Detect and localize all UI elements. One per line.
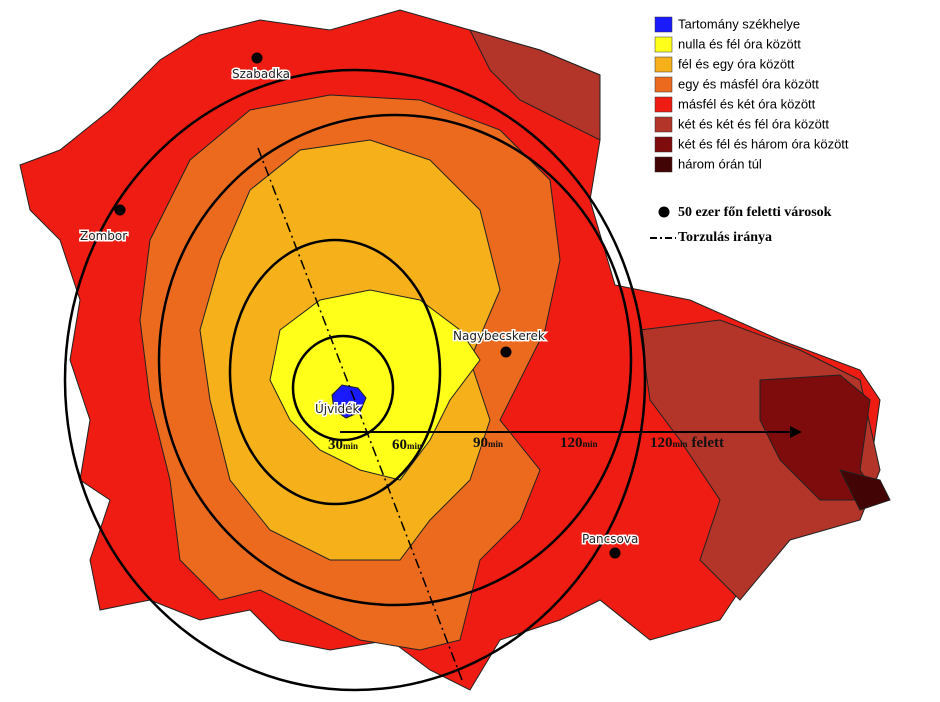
- ring-number: 120: [650, 435, 673, 451]
- legend-city-symbol: [658, 206, 670, 218]
- distortion-direction: [257, 147, 463, 681]
- legend-label: három órán túl: [678, 156, 762, 171]
- isochrone-ring: [157, 113, 633, 607]
- legend-symbol-label: 50 ezer főn feletti városok: [678, 205, 832, 220]
- ring-label: 120min felett: [650, 435, 724, 451]
- ring-label: 60min: [392, 437, 422, 453]
- map-overlay: 30min 60min 90min 120min 120min felettSzabadk…: [63, 52, 802, 692]
- legend-label: másfél és két óra között: [678, 96, 816, 111]
- city-label: Újvidék: [315, 401, 360, 416]
- ring-unit: min: [583, 439, 598, 449]
- legend: Tartomány székhelye nulla és fél óra közö…: [650, 16, 849, 245]
- legend-swatch: [654, 16, 673, 33]
- legend-swatch: [654, 136, 673, 153]
- city-label: Nagybecskerek: [453, 329, 545, 343]
- legend-label: egy és másfél óra között: [678, 76, 819, 91]
- isochrone-ring: [228, 238, 442, 506]
- city-dot: [500, 346, 512, 358]
- ring-label: 120min: [560, 435, 598, 451]
- legend-swatch: [654, 36, 673, 53]
- legend-symbol-label: Torzulás iránya: [678, 230, 772, 245]
- ring-number: 30: [328, 437, 343, 453]
- legend-swatch: [654, 56, 673, 73]
- ring-label: 30min: [328, 437, 358, 453]
- legend-label: két és fél és három óra között: [678, 136, 849, 151]
- city-label: Szabadka: [232, 67, 290, 81]
- ring-label: 90min: [473, 435, 503, 451]
- ring-unit: min: [343, 441, 358, 451]
- zone: [469, 29, 601, 141]
- ring-unit: min: [407, 441, 422, 451]
- city-dot: [251, 52, 263, 64]
- legend-label: fél és egy óra között: [678, 56, 795, 71]
- arrow-head: [790, 426, 802, 438]
- legend-swatch: [654, 116, 673, 133]
- zone: [839, 469, 891, 511]
- city-dot: [114, 204, 126, 216]
- legend-swatch: [654, 76, 673, 93]
- ring-unit: min: [673, 439, 688, 449]
- ring-number: 120: [560, 435, 583, 451]
- city-dot: [609, 547, 621, 559]
- ring-suffix: felett: [692, 435, 724, 451]
- zone: [331, 384, 367, 419]
- ring-number: 60: [392, 437, 407, 453]
- legend-label: nulla és fél óra között: [678, 36, 801, 51]
- ring-number: 90: [473, 435, 488, 451]
- city-label: Pancsova: [582, 532, 638, 546]
- legend-label: két és két és fél óra között: [678, 116, 829, 131]
- ring-unit: min: [488, 439, 503, 449]
- legend-label: Tartomány székhelye: [678, 16, 800, 31]
- legend-swatch: [654, 96, 673, 113]
- isochrone-ring: [291, 334, 395, 442]
- city-label: Zombor: [80, 229, 127, 243]
- isochrone-ring: [63, 68, 647, 692]
- legend-swatch: [654, 156, 673, 173]
- map-zones: [19, 9, 891, 691]
